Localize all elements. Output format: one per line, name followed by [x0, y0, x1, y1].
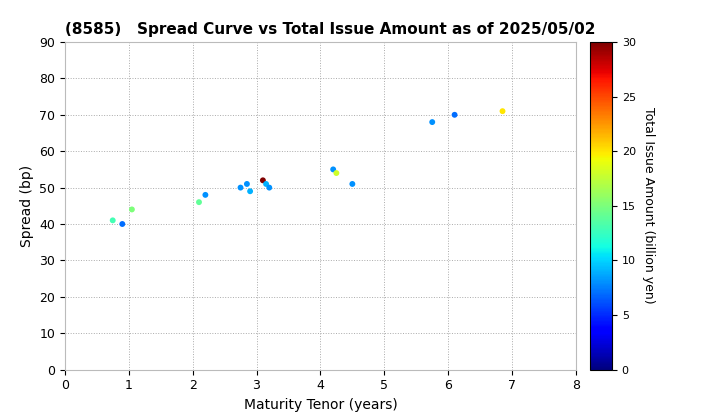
Point	[261, 181, 272, 187]
Point	[346, 181, 358, 187]
Point	[241, 181, 253, 187]
Text: (8585)   Spread Curve vs Total Issue Amount as of 2025/05/02: (8585) Spread Curve vs Total Issue Amoun…	[65, 22, 595, 37]
Point	[264, 184, 275, 191]
Point	[107, 217, 119, 224]
Point	[328, 166, 339, 173]
Y-axis label: Spread (bp): Spread (bp)	[19, 165, 34, 247]
Point	[257, 177, 269, 184]
Point	[117, 220, 128, 227]
Point	[199, 192, 211, 198]
Point	[330, 170, 342, 176]
Point	[235, 184, 246, 191]
X-axis label: Maturity Tenor (years): Maturity Tenor (years)	[243, 398, 397, 412]
Y-axis label: Total Issue Amount (billion yen): Total Issue Amount (billion yen)	[642, 108, 655, 304]
Point	[244, 188, 256, 194]
Point	[126, 206, 138, 213]
Point	[426, 119, 438, 126]
Point	[193, 199, 204, 205]
Point	[497, 108, 508, 115]
Point	[449, 111, 460, 118]
